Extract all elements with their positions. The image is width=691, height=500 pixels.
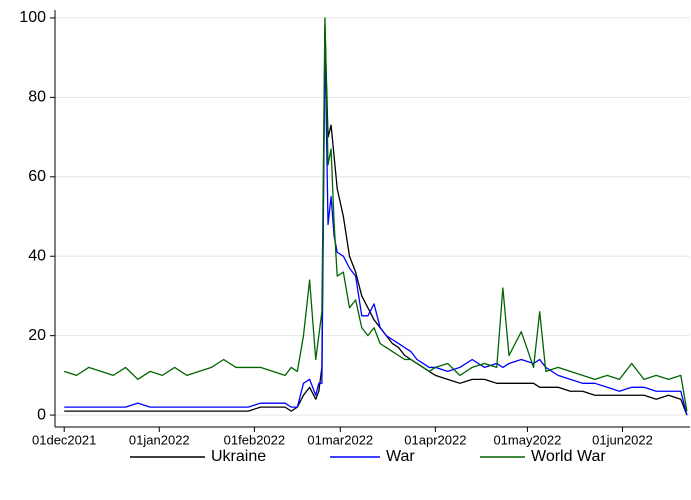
y-tick-label: 0	[37, 406, 46, 423]
x-tick-label: 01jun2022	[592, 432, 653, 447]
x-tick-label: 01jan2022	[129, 432, 190, 447]
legend-label: World War	[531, 448, 606, 465]
y-tick-label: 80	[28, 89, 46, 106]
series-line	[63, 17, 688, 412]
x-tick-label: 01dec2021	[32, 432, 96, 447]
x-tick-label: 01mar2022	[307, 432, 373, 447]
x-tick-label: 01apr2022	[404, 432, 466, 447]
y-tick-label: 100	[19, 9, 46, 26]
series-line	[64, 37, 688, 416]
y-tick-label: 20	[28, 327, 46, 344]
legend-label: Ukraine	[211, 448, 266, 465]
y-tick-label: 40	[28, 247, 46, 264]
legend-label: War	[386, 448, 415, 465]
x-tick-label: 01feb2022	[224, 432, 285, 447]
series-line	[64, 25, 688, 416]
x-tick-label: 01may2022	[493, 432, 561, 447]
y-tick-label: 60	[28, 168, 46, 185]
